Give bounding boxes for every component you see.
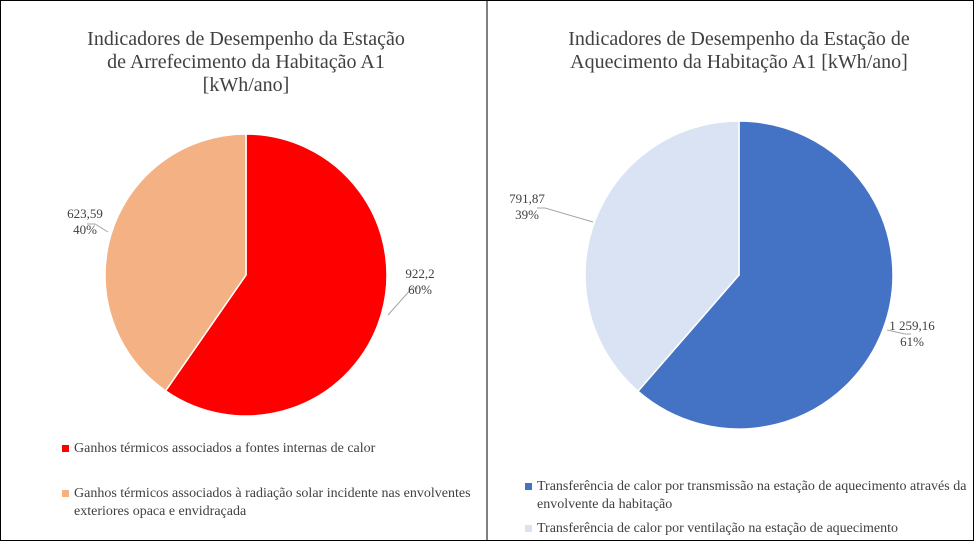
value-label: 623,59 — [67, 206, 103, 221]
legend-entry: Transferência de calor por ventilação na… — [525, 520, 967, 538]
legend-entry: Transferência de calor por transmissão n… — [525, 478, 967, 514]
legend-label: Ganhos térmicos associados à radiação so… — [74, 486, 471, 519]
chart-title: de Arrefecimento da Habitação A1 — [107, 51, 385, 73]
legend-swatch — [525, 525, 532, 532]
leader-line — [886, 329, 911, 335]
percent-label: 60% — [408, 282, 432, 297]
pie-slice — [104, 133, 247, 392]
legend-swatch — [62, 445, 69, 452]
pie-slice — [164, 133, 388, 417]
legend-label: Transferência de calor por transmissão n… — [537, 479, 967, 512]
chart-title: Indicadores de Desempenho da Estação — [87, 28, 405, 50]
legend-swatch — [525, 483, 532, 490]
chart-title: Aquecimento da Habitação A1 [kWh/ano] — [570, 51, 908, 73]
value-label: 922,2 — [405, 266, 434, 281]
chart-title: Indicadores de Desempenho da Estação de — [568, 28, 910, 50]
pie-slice — [636, 120, 894, 430]
legend-label: Transferência de calor por ventilação na… — [537, 521, 898, 536]
chart-title: [kWh/ano] — [203, 74, 290, 96]
leader-line — [387, 287, 418, 316]
percent-label: 39% — [515, 207, 539, 222]
legend-label: Ganhos térmicos associados a fontes inte… — [74, 441, 376, 456]
leader-line — [537, 207, 594, 223]
pie-slice — [584, 120, 740, 393]
percent-label: 40% — [73, 222, 97, 237]
legend-entry: Ganhos térmicos associados a fontes inte… — [62, 440, 474, 458]
value-label: 791,87 — [509, 191, 545, 206]
value-label: 1 259,16 — [889, 318, 935, 333]
leader-line — [87, 223, 109, 233]
percent-label: 61% — [900, 334, 924, 349]
legend-entry: Ganhos térmicos associados à radiação so… — [62, 485, 474, 521]
legend-swatch — [62, 490, 69, 497]
